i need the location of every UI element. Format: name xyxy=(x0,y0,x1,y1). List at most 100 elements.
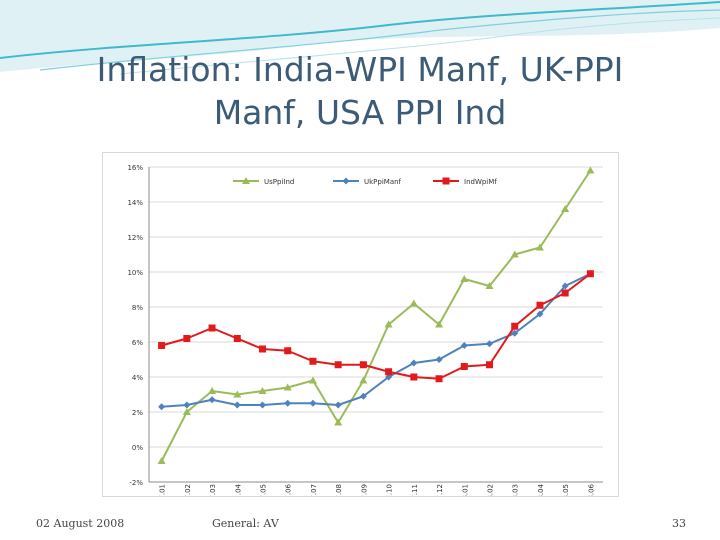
data-point-marker xyxy=(409,299,418,307)
series-layer xyxy=(157,166,595,464)
data-point-marker xyxy=(485,282,494,289)
y-tick-label: 2% xyxy=(132,409,143,417)
y-tick-label: 4% xyxy=(132,374,143,382)
series-UsPpiInd xyxy=(157,166,595,464)
chart-frame: -2% 0% 2% 4% 6% 8% 10% 12% 14% 16% 2007.01 2007.02… xyxy=(102,152,619,513)
y-tick-label: 10% xyxy=(127,269,143,277)
data-point-marker xyxy=(460,363,468,370)
data-point-marker xyxy=(182,408,191,415)
data-point-marker xyxy=(334,401,342,409)
data-point-marker xyxy=(158,403,166,411)
series-line-IndWpiMf xyxy=(161,272,591,380)
top-wave-line-3 xyxy=(119,17,720,75)
legend-label: UsPpiInd xyxy=(264,178,294,186)
data-point-marker xyxy=(183,401,191,409)
data-point-marker xyxy=(233,335,241,342)
legend-label: IndWpiMf xyxy=(464,178,497,186)
data-point-marker xyxy=(442,177,450,185)
x-tick-label: 2007.08 xyxy=(335,484,343,496)
data-point-marker xyxy=(334,418,343,426)
data-point-marker xyxy=(259,401,266,409)
data-point-marker xyxy=(233,390,242,398)
x-tick-label: 2008.04 xyxy=(537,483,545,496)
slide-title-line-2: Manf, USA PPI Ind xyxy=(213,93,507,132)
x-tick-label: 2007.10 xyxy=(386,484,394,496)
data-point-marker xyxy=(359,376,368,384)
legend-entry-UsPpiInd: UsPpiInd xyxy=(233,177,294,186)
data-point-marker xyxy=(410,373,418,381)
legend-label: UkPpiManf xyxy=(364,178,402,186)
top-wave-line-2 xyxy=(39,9,720,71)
footer-date: 02 August 2008 xyxy=(36,517,125,530)
data-point-marker xyxy=(486,340,493,348)
data-point-marker xyxy=(486,361,493,369)
legend-entry-UkPpiManf: UkPpiManf xyxy=(333,177,402,186)
slide-title-line-1: Inflation: India-WPI Manf, UK-PPI xyxy=(96,50,624,89)
legend: UsPpiInd UkPpiManf IndWpiMf xyxy=(233,177,497,186)
data-point-marker xyxy=(233,401,241,409)
slide-title: Inflation: India-WPI Manf, UK-PPI Manf, … xyxy=(30,48,690,134)
y-tick-label: 16% xyxy=(127,164,143,172)
data-point-marker xyxy=(283,383,292,391)
data-point-marker xyxy=(259,345,266,353)
inflation-line-chart: -2% 0% 2% 4% 6% 8% 10% 12% 14% 16% 2007.01 2007.02… xyxy=(127,164,603,513)
top-wave-line-1 xyxy=(0,1,720,59)
data-point-marker xyxy=(208,387,217,394)
series-IndWpiMf xyxy=(158,270,594,383)
data-point-marker xyxy=(157,457,166,464)
data-point-marker xyxy=(284,399,292,407)
data-point-marker xyxy=(586,166,595,174)
page-number: 33 xyxy=(672,517,686,530)
data-point-marker xyxy=(561,289,569,297)
x-tick-label: 2008.06 xyxy=(587,483,595,496)
data-point-marker xyxy=(586,270,594,278)
x-tick-label: 2007.02 xyxy=(184,484,192,496)
data-point-marker xyxy=(359,392,367,400)
x-tick-label: 2007.09 xyxy=(360,484,368,496)
data-point-marker xyxy=(384,320,393,328)
data-point-marker xyxy=(342,177,350,185)
data-point-marker xyxy=(435,356,443,363)
data-point-marker xyxy=(242,177,250,184)
x-tick-label: 2007.05 xyxy=(260,484,268,496)
x-tick-label: 2007.03 xyxy=(209,484,217,496)
data-point-marker xyxy=(536,301,544,309)
x-tick-labels: 2007.01 2007.02 2007.03 2007.04 2007.05 2007.… xyxy=(159,483,596,512)
legend-entry-IndWpiMf: IndWpiMf xyxy=(433,177,497,186)
data-point-marker xyxy=(183,335,191,342)
data-point-marker xyxy=(535,243,544,251)
y-tick-label: 8% xyxy=(132,304,143,312)
top-wave-light xyxy=(0,0,720,72)
footer-center-text: General: AV xyxy=(212,517,279,530)
data-point-marker xyxy=(359,361,367,369)
data-point-marker xyxy=(511,322,519,330)
data-point-marker xyxy=(309,357,317,365)
data-point-marker xyxy=(208,324,216,332)
data-point-marker xyxy=(334,361,342,369)
data-point-marker xyxy=(561,282,569,290)
x-tick-label: 2007.07 xyxy=(310,484,318,496)
x-tick-label: 2008.01 xyxy=(461,484,469,496)
y-tick-label: 6% xyxy=(132,339,143,347)
y-tick-labels: -2% 0% 2% 4% 6% 8% 10% 12% 14% 16% xyxy=(127,164,143,487)
data-point-marker xyxy=(511,329,519,337)
data-point-marker xyxy=(460,275,469,282)
data-point-marker xyxy=(561,205,570,212)
data-point-marker xyxy=(158,342,166,349)
data-point-marker xyxy=(309,399,317,407)
data-point-marker xyxy=(410,359,418,367)
y-tick-label: -2% xyxy=(129,479,143,487)
data-point-marker xyxy=(284,347,292,355)
x-tick-label: 2007.12 xyxy=(436,484,444,496)
x-tick-label: 2008.05 xyxy=(562,484,570,496)
data-point-marker xyxy=(208,396,216,404)
data-point-marker xyxy=(510,250,519,258)
data-point-marker xyxy=(435,375,443,383)
series-UkPpiManf xyxy=(158,270,594,411)
y-tick-label: 0% xyxy=(132,444,143,452)
data-point-marker xyxy=(435,320,444,328)
x-tick-label: 2007.01 xyxy=(159,484,167,496)
data-point-marker xyxy=(536,310,544,318)
y-tick-label: 14% xyxy=(127,199,143,207)
data-point-marker xyxy=(308,376,317,384)
